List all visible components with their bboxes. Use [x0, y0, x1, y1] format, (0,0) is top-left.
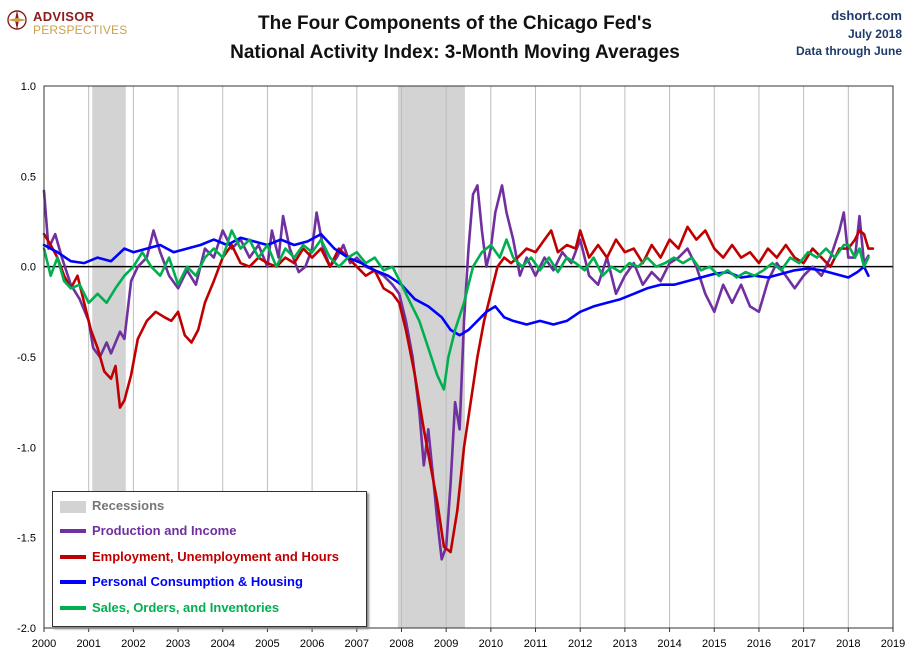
x-tick-label: 2005: [255, 638, 279, 650]
series-line-production: [42, 184, 870, 561]
legend-swatch-sales: [60, 606, 86, 610]
series-line-sales: [42, 229, 870, 391]
x-tick-label: 2007: [345, 638, 369, 650]
legend: Recessions Production and Income Employm…: [52, 491, 367, 627]
x-tick-label: 2001: [76, 638, 100, 650]
x-tick-label: 2014: [657, 638, 681, 650]
series-lines: [42, 184, 875, 561]
data-through-note: Data through June: [795, 44, 902, 58]
x-tick-label: 2017: [791, 638, 815, 650]
legend-item-consumption: Personal Consumption & Housing: [60, 574, 360, 594]
compass-rose-icon: [7, 10, 27, 30]
x-tick-label: 2003: [166, 638, 190, 650]
legend-label-consumption: Personal Consumption & Housing: [92, 574, 303, 589]
y-tick-label: 0.0: [21, 262, 36, 274]
x-tick-label: 2006: [300, 638, 324, 650]
x-tick-label: 2008: [389, 638, 413, 650]
legend-label-recessions: Recessions: [92, 498, 165, 513]
source-label: dshort.com: [831, 8, 902, 23]
y-tick-label: -1.5: [17, 533, 36, 545]
x-tick-label: 2016: [747, 638, 771, 650]
x-tick-label: 2013: [613, 638, 637, 650]
legend-swatch-consumption: [60, 580, 86, 584]
legend-item-production: Production and Income: [60, 523, 360, 543]
legend-label-sales: Sales, Orders, and Inventories: [92, 600, 280, 615]
y-tick-label: -0.5: [17, 352, 36, 364]
x-tick-label: 2004: [210, 638, 234, 650]
x-tick-label: 2009: [434, 638, 458, 650]
y-tick-label: 1.0: [21, 81, 36, 93]
series-line-consumption: [42, 232, 870, 337]
x-tick-label: 2019: [881, 638, 905, 650]
chart-title-line2: National Activity Index: 3-Month Moving …: [230, 42, 680, 63]
x-tick-label: 2002: [121, 638, 145, 650]
logo-line2: PERSPECTIVES: [33, 23, 128, 37]
legend-label-production: Production and Income: [92, 523, 237, 538]
x-tick-label: 2012: [568, 638, 592, 650]
x-tick-label: 2000: [32, 638, 56, 650]
logo-line1: ADVISOR: [33, 9, 95, 24]
x-tick-label: 2018: [836, 638, 860, 650]
legend-item-employment: Employment, Unemployment and Hours: [60, 549, 360, 569]
chart-title-line1: The Four Components of the Chicago Fed's: [257, 13, 653, 34]
y-axis-ticks: 1.0 0.5 0.0 -0.5 -1.0 -1.5 -2.0: [17, 81, 36, 635]
plot-frame: [43, 85, 894, 629]
series-line-employment: [42, 225, 875, 554]
x-tick-label: 2011: [524, 638, 548, 650]
legend-swatch-recessions: [60, 501, 86, 513]
legend-item-recessions: Recessions: [60, 498, 360, 518]
y-tick-label: -1.0: [17, 442, 36, 454]
y-tick-label: 0.5: [21, 171, 36, 183]
x-tick-label: 2015: [702, 638, 726, 650]
x-tick-label: 2010: [479, 638, 503, 650]
legend-label-employment: Employment, Unemployment and Hours: [92, 549, 340, 564]
legend-swatch-employment: [60, 555, 86, 559]
legend-swatch-production: [60, 529, 86, 533]
legend-item-sales: Sales, Orders, and Inventories: [60, 600, 360, 620]
y-tick-label: -2.0: [17, 623, 36, 635]
publish-date: July 2018: [847, 27, 902, 41]
advisor-perspectives-logo: ADVISOR PERSPECTIVES: [6, 7, 146, 41]
x-axis-ticks: 2000 2001 2002 2003 2004 2005 2006 2007 2008 2009…: [32, 628, 905, 650]
